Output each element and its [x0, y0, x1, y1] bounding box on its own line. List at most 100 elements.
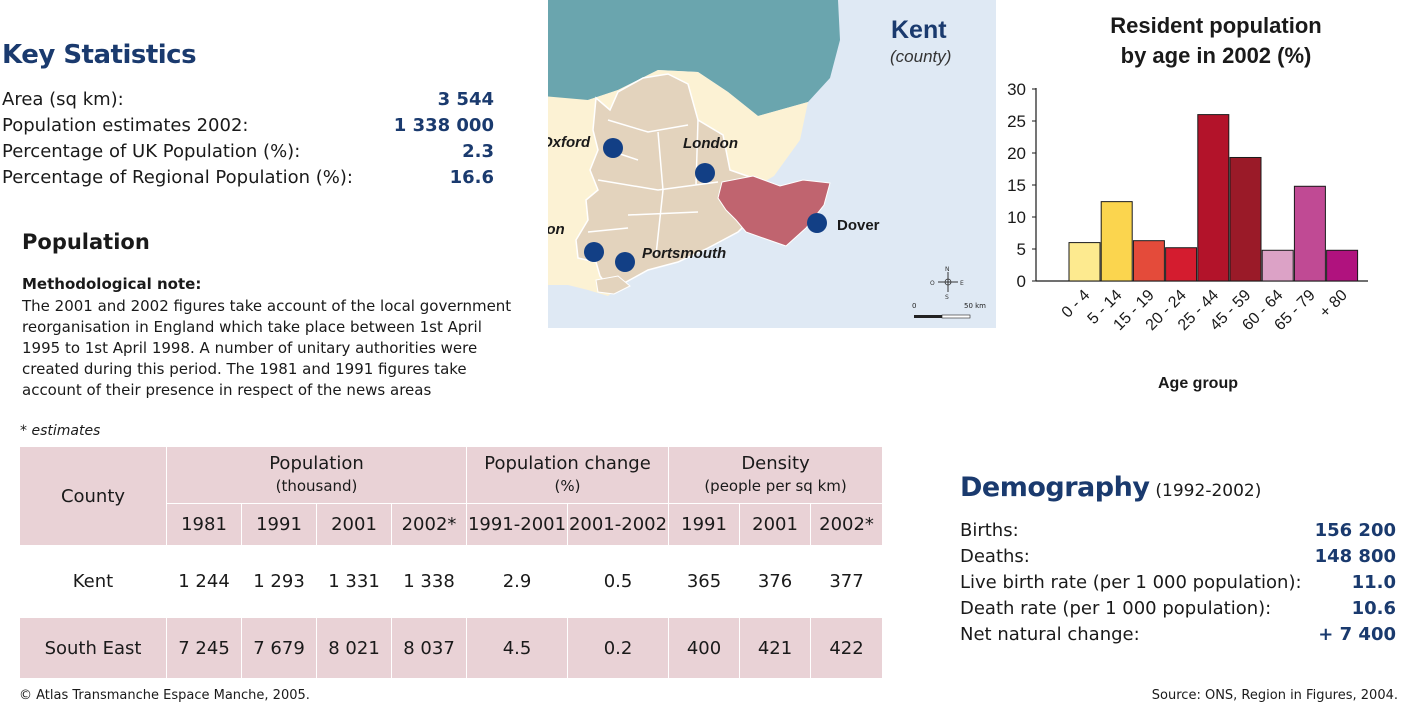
city-label-oxford: Oxford [548, 134, 591, 151]
methodological-note-line: created during this period. The 1981 and… [22, 360, 467, 378]
demography-title-text: Demography [960, 472, 1150, 503]
key-stat-label: Population estimates 2002: [2, 115, 249, 136]
y-tick-label: 25 [1007, 112, 1026, 131]
county-header: County [19, 446, 167, 546]
demography-label: Live birth rate (per 1 000 population): [960, 572, 1302, 593]
year-header: 2001 [316, 503, 392, 546]
table-cell: 421 [739, 617, 812, 679]
age-population-chart: Resident population by age in 2002 (%) 0… [1007, 13, 1368, 392]
year-header: 1981 [166, 503, 242, 546]
table-cell: 365 [668, 545, 741, 618]
group-header-density: Density (people per sq km) [668, 446, 884, 504]
key-stat-value: 3 544 [437, 89, 494, 110]
table-cell: 422 [810, 617, 884, 679]
chart-title-line-1: Resident population [1110, 13, 1321, 38]
demography-label: Death rate (per 1 000 population): [960, 598, 1272, 619]
table-cell-county: Kent [19, 545, 167, 618]
table-cell: 1 244 [166, 545, 242, 618]
demography-row: Live birth rate (per 1 000 population): … [960, 572, 1396, 598]
chart-bar-7 [1293, 185, 1326, 282]
demography-row: Net natural change: + 7 400 [960, 624, 1396, 650]
svg-text:0: 0 [912, 302, 916, 310]
svg-text:50 km: 50 km [964, 302, 986, 310]
estimates-note: * estimates [20, 423, 101, 439]
chart-title-line-2: by age in 2002 (%) [1121, 43, 1312, 68]
chart-bar-3 [1165, 247, 1198, 282]
chart-bar-1 [1100, 201, 1133, 282]
svg-text:E: E [960, 280, 964, 287]
y-tick-label: 15 [1007, 176, 1026, 195]
demography-value: 148 800 [1314, 546, 1396, 567]
chart-bar-5 [1229, 156, 1262, 282]
demography-label: Deaths: [960, 546, 1030, 567]
table-cell: 4.5 [466, 617, 569, 679]
city-marker-dover [807, 213, 827, 233]
methodological-note-line: account of their presence in respect of … [22, 381, 432, 399]
map-scale-bar: 0 50 km [912, 302, 986, 319]
group-header-population: Population (thousand) [165, 446, 468, 504]
table-cell: 0.5 [567, 545, 670, 618]
key-statistics-title: Key Statistics [2, 40, 197, 70]
table-cell: 377 [810, 545, 884, 618]
table-cell-county: South East [19, 617, 167, 679]
map-north-land [548, 0, 840, 116]
methodological-note-line: reorganisation in England which take pla… [22, 318, 482, 336]
methodological-note-title: Methodological note: [22, 275, 202, 293]
map-region [575, 73, 759, 287]
chart-bar-0 [1068, 242, 1101, 282]
key-stat-label: Percentage of Regional Population (%): [2, 167, 353, 188]
table-cell: 1 338 [390, 545, 468, 618]
key-stat-row: Percentage of UK Population (%): 2.3 [2, 141, 494, 167]
demography-period: (1992-2002) [1155, 481, 1262, 501]
year-header: 2001 [739, 503, 812, 546]
compass-rose-icon: N S E O [930, 266, 964, 301]
table-cell: 7 245 [166, 617, 242, 679]
map-kent-county [717, 175, 831, 247]
key-stat-row: Population estimates 2002: 1 338 000 [2, 115, 494, 141]
demography-title: Demography (1992-2002) [960, 472, 1261, 503]
city-marker-london [695, 163, 715, 183]
year-header: 2002* [810, 503, 884, 546]
population-table: County Population (thousand) Population c… [19, 446, 884, 679]
demography-value: 11.0 [1351, 572, 1396, 593]
table-cell: 376 [739, 545, 812, 618]
map-title: Kent [891, 16, 947, 44]
map-subtitle: (county) [890, 47, 951, 66]
chart-bar-2 [1132, 240, 1165, 282]
x-tick-label: + 80 [1317, 287, 1351, 321]
key-stat-value: 1 338 000 [393, 115, 494, 136]
year-header: 2001-2002 [567, 503, 670, 546]
city-marker-oxford [603, 138, 623, 158]
table-cell: 8 037 [390, 617, 468, 679]
table-cell: 2.9 [466, 545, 569, 618]
table-row: South East 7 245 7 679 8 021 8 037 4.5 0… [19, 617, 884, 679]
map-borders [587, 119, 719, 256]
city-label-southampton: Southampton [548, 221, 565, 238]
y-tick-label: 0 [1017, 272, 1026, 291]
key-stat-label: Percentage of UK Population (%): [2, 141, 301, 162]
demography-value: 156 200 [1314, 520, 1396, 541]
methodological-note-line: The 2001 and 2002 figures take account o… [22, 297, 512, 315]
year-header: 1991 [668, 503, 741, 546]
source-note: Source: ONS, Region in Figures, 2004. [1151, 688, 1398, 703]
map-isle-of-wight [595, 275, 631, 295]
table-cell: 8 021 [316, 617, 392, 679]
table-cell: 1 331 [316, 545, 392, 618]
svg-text:S: S [945, 294, 949, 301]
year-header: 1991 [241, 503, 317, 546]
year-header: 1991-2001 [466, 503, 569, 546]
y-tick-label: 5 [1017, 240, 1026, 259]
kent-map: Kent (county) Oxford London Southampton … [548, 0, 996, 328]
y-tick-label: 30 [1007, 80, 1026, 99]
methodological-note-line: 1995 to 1st April 1998. A number of unit… [22, 339, 478, 357]
chart-bar-8 [1326, 249, 1359, 282]
chart-bars [1068, 114, 1359, 282]
demography-value: + 7 400 [1318, 624, 1396, 645]
chart-x-axis-label: Age group [1158, 375, 1238, 392]
demography-label: Net natural change: [960, 624, 1140, 645]
demography-value: 10.6 [1351, 598, 1396, 619]
table-cell: 400 [668, 617, 741, 679]
key-stat-row: Area (sq km): 3 544 [2, 89, 494, 115]
key-stat-value: 16.6 [449, 167, 494, 188]
